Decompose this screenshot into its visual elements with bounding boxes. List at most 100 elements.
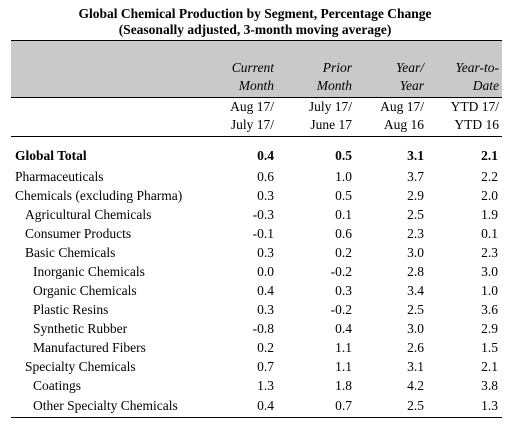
table-row-manufactured-fibers: Manufactured Fibers 0.2 1.1 2.6 1.5: [11, 338, 502, 357]
cell-year-to-date: 1.3: [481, 398, 498, 413]
table-row-other-specialty-chemicals: Other Specialty Chemicals 0.4 0.7 2.5 1.…: [11, 396, 502, 415]
cell-prior-month: 1.0: [335, 169, 352, 184]
cell-current-month: 0.4: [257, 283, 274, 298]
cell-year-to-date: 2.9: [481, 321, 498, 336]
cell-current-month: 0.3: [257, 302, 274, 317]
cell-current-month: 1.3: [257, 378, 274, 393]
cell-year-year: 2.5: [407, 398, 424, 413]
cell-year-to-date: 1.9: [481, 207, 498, 222]
cell-prior-month: 0.5: [335, 188, 352, 203]
col-subheader-line-1: YTD 17/: [450, 99, 499, 114]
cell-prior-month: 0.7: [335, 398, 352, 413]
col-subheader-line-2: June 17: [310, 117, 352, 132]
header-bottom-rule: [11, 97, 502, 98]
col-subheader-line-2: July 17/: [230, 117, 274, 132]
table-row-agricultural-chemicals: Agricultural Chemicals -0.3 0.1 2.5 1.9: [11, 205, 502, 224]
row-label: Chemicals (excluding Pharma): [15, 188, 183, 203]
cell-year-year: 2.3: [407, 226, 424, 241]
cell-current-month: 0.3: [257, 188, 274, 203]
cell-year-to-date: 3.0: [481, 264, 498, 279]
table-title-line-2: (Seasonally adjusted, 3-month moving ave…: [118, 22, 392, 37]
cell-prior-month: 0.4: [335, 321, 352, 336]
col-subheader-line-1: July 17/: [308, 99, 352, 114]
cell-year-year: 2.6: [407, 340, 424, 355]
col-subheader-line-2: Aug 16: [383, 117, 424, 132]
col-subheader-line-1: Aug 17/: [230, 99, 274, 114]
table-row-specialty-chemicals: Specialty Chemicals 0.7 1.1 3.1 2.1: [11, 357, 502, 376]
cell-year-year: 3.0: [407, 245, 424, 260]
col-header-line-1: Current: [231, 60, 274, 75]
cell-year-year: 2.5: [407, 302, 424, 317]
cell-prior-month: 0.2: [335, 245, 352, 260]
cell-prior-month: -0.2: [330, 264, 352, 279]
table-row-coatings: Coatings 1.3 1.8 4.2 3.8: [11, 376, 502, 395]
row-label: Pharmaceuticals: [15, 169, 104, 184]
cell-year-to-date: 2.0: [481, 188, 498, 203]
cell-prior-month: 0.6: [335, 226, 352, 241]
cell-year-to-date: 2.1: [481, 148, 498, 163]
cell-current-month: -0.8: [252, 321, 274, 336]
cell-current-month: 0.7: [257, 359, 274, 374]
row-label: Synthetic Rubber: [33, 321, 128, 336]
row-label: Other Specialty Chemicals: [33, 398, 178, 413]
row-label: Manufactured Fibers: [33, 340, 146, 355]
cell-current-month: 0.4: [257, 148, 274, 163]
row-label: Agricultural Chemicals: [25, 207, 152, 222]
cell-year-year: 3.7: [407, 169, 424, 184]
cell-year-to-date: 1.0: [481, 283, 498, 298]
cell-current-month: 0.6: [257, 169, 274, 184]
cell-prior-month: 0.1: [335, 207, 352, 222]
cell-year-year: 3.1: [407, 148, 424, 163]
col-header-line-2: Date: [472, 78, 499, 93]
cell-year-year: 4.2: [407, 378, 424, 393]
row-label: Organic Chemicals: [33, 283, 137, 298]
cell-year-to-date: 2.2: [481, 169, 498, 184]
cell-year-year: 2.9: [407, 188, 424, 203]
row-label: Basic Chemicals: [25, 245, 116, 260]
cell-year-to-date: 3.6: [481, 302, 498, 317]
row-label: Consumer Products: [25, 226, 132, 241]
table-row-chemicals-excluding-pharma: Chemicals (excluding Pharma) 0.3 0.5 2.9…: [11, 186, 502, 205]
table-title-line-1: Global Chemical Production by Segment, P…: [78, 6, 432, 21]
table-row-plastic-resins: Plastic Resins 0.3 -0.2 2.5 3.6: [11, 300, 502, 319]
cell-prior-month: 0.5: [335, 148, 352, 163]
cell-year-to-date: 0.1: [481, 226, 498, 241]
table-row-pharmaceuticals: Pharmaceuticals 0.6 1.0 3.7 2.2: [11, 167, 502, 186]
cell-prior-month: 1.1: [335, 340, 352, 355]
cell-prior-month: 0.3: [335, 283, 352, 298]
cell-year-to-date: 1.5: [481, 340, 498, 355]
cell-current-month: 0.0: [257, 264, 274, 279]
col-subheader-line-1: Aug 17/: [380, 99, 424, 114]
col-header-line-1: Year/: [395, 60, 424, 75]
col-header-line-2: Month: [316, 78, 352, 93]
cell-year-year: 3.4: [407, 283, 424, 298]
table-bottom-rule: [11, 417, 502, 418]
cell-year-year: 3.0: [407, 321, 424, 336]
cell-prior-month: -0.2: [330, 302, 352, 317]
cell-year-to-date: 2.3: [481, 245, 498, 260]
cell-current-month: -0.3: [252, 207, 274, 222]
cell-prior-month: 1.1: [335, 359, 352, 374]
row-label: Plastic Resins: [33, 302, 109, 317]
table-row-global-total: Global Total 0.4 0.5 3.1 2.1: [11, 146, 502, 165]
table-row-consumer-products: Consumer Products -0.1 0.6 2.3 0.1: [11, 224, 502, 243]
col-subheader-line-2: YTD 16: [454, 117, 499, 132]
cell-year-to-date: 2.1: [481, 359, 498, 374]
cell-current-month: 0.2: [257, 340, 274, 355]
col-header-line-1: Year-to-: [455, 60, 500, 75]
col-header-line-1: Prior: [322, 60, 352, 75]
table-row-synthetic-rubber: Synthetic Rubber -0.8 0.4 3.0 2.9: [11, 319, 502, 338]
cell-current-month: 0.4: [257, 398, 274, 413]
row-label: Inorganic Chemicals: [33, 264, 145, 279]
cell-prior-month: 1.8: [335, 378, 352, 393]
cell-year-year: 3.1: [407, 359, 424, 374]
col-header-line-2: Month: [238, 78, 274, 93]
cell-year-year: 2.8: [407, 264, 424, 279]
top-rule: [11, 40, 502, 41]
cell-year-year: 2.5: [407, 207, 424, 222]
table-row-organic-chemicals: Organic Chemicals 0.4 0.3 3.4 1.0: [11, 281, 502, 300]
header-shade: [11, 41, 502, 97]
table-row-basic-chemicals: Basic Chemicals 0.3 0.2 3.0 2.3: [11, 243, 502, 262]
row-label: Specialty Chemicals: [25, 359, 136, 374]
cell-year-to-date: 3.8: [481, 378, 498, 393]
